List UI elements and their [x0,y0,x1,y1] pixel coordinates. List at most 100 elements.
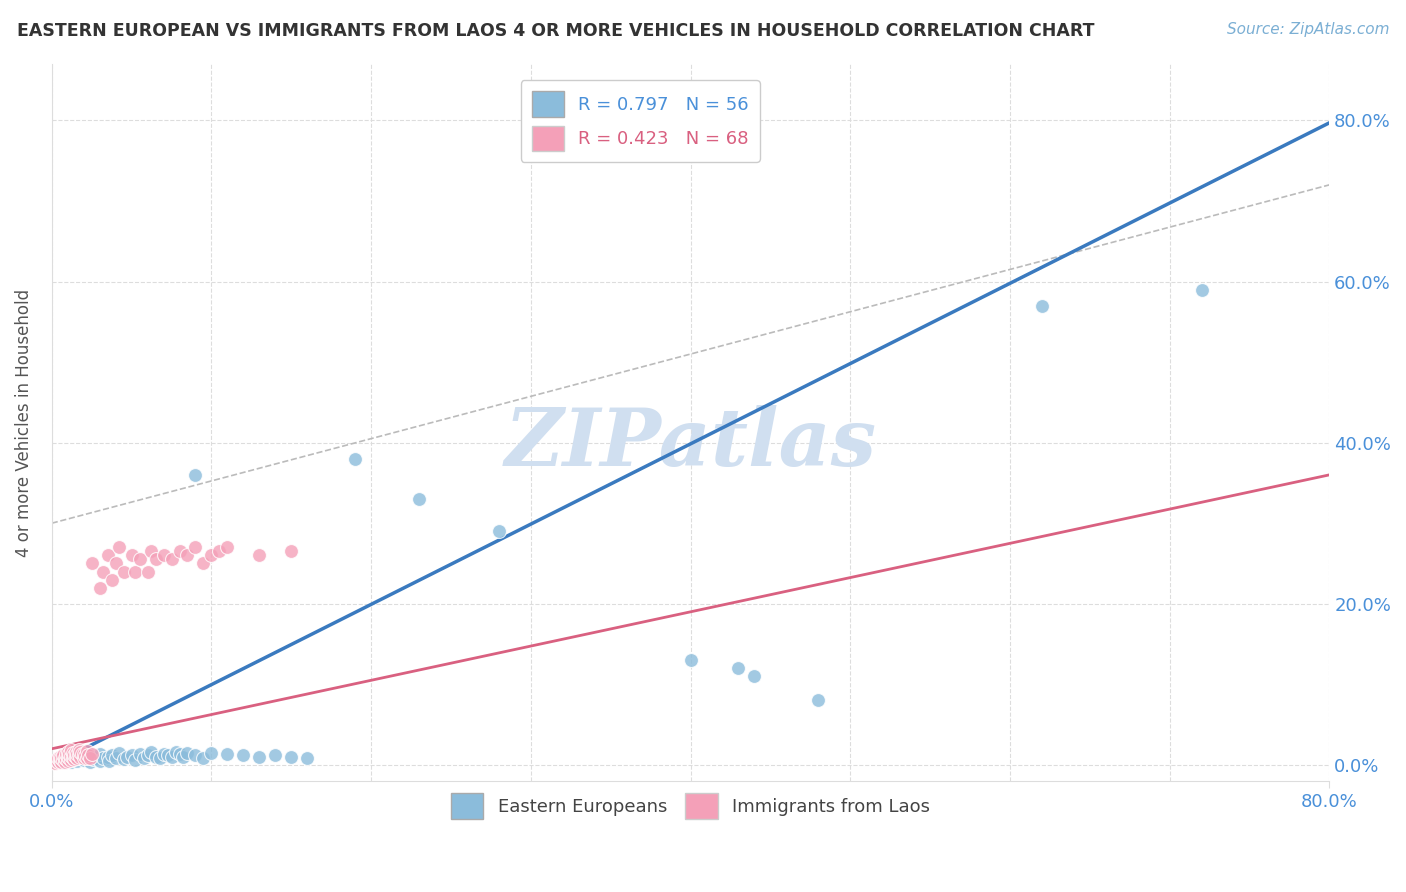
Point [51,756,73,770]
Point [344,451,367,466]
Point [744,669,766,683]
Point [408,491,430,506]
Point [53,756,76,770]
Point [217,541,239,555]
Point [232,748,254,763]
Point [145,552,167,566]
Point [79,751,101,765]
Point [208,544,231,558]
Point [80,748,103,763]
Point [89,747,111,761]
Point [52,748,75,763]
Point [160,552,183,566]
Point [98,754,121,768]
Point [82,752,104,766]
Point [52,753,75,767]
Point [69,749,91,764]
Point [217,747,239,762]
Point [66,747,89,761]
Point [152,549,174,563]
Point [157,748,180,763]
Point [101,573,124,587]
Point [91,565,114,579]
Point [149,751,172,765]
Point [1031,299,1053,313]
Point [101,748,124,763]
Point [48,754,70,768]
Point [69,751,91,765]
Point [115,749,138,764]
Point [46,751,69,765]
Point [184,748,207,763]
Point [55,752,77,766]
Point [45,754,67,768]
Point [76,749,98,764]
Y-axis label: 4 or more Vehicles in Household: 4 or more Vehicles in Household [15,288,32,557]
Point [58,747,80,762]
Point [124,753,146,767]
Point [108,746,131,760]
Point [112,752,135,766]
Point [200,549,222,563]
Point [488,524,510,539]
Point [56,749,79,764]
Point [80,557,103,571]
Point [172,749,194,764]
Point [104,557,127,571]
Point [79,755,101,769]
Point [176,549,198,563]
Point [152,747,174,761]
Point [53,755,76,769]
Point [200,746,222,760]
Point [59,743,82,757]
Point [80,747,103,762]
Legend: Eastern Europeans, Immigrants from Laos: Eastern Europeans, Immigrants from Laos [444,786,938,826]
Point [124,565,146,579]
Point [91,751,114,765]
Point [139,544,162,558]
Point [56,745,79,759]
Point [169,747,191,761]
Point [165,745,187,759]
Point [121,748,143,763]
Point [66,751,89,765]
Point [46,756,69,770]
Point [134,750,156,764]
Point [76,744,98,758]
Point [73,751,96,765]
Point [86,750,108,764]
Point [176,746,198,760]
Point [59,749,82,764]
Point [97,549,120,563]
Point [679,653,702,667]
Point [62,750,84,764]
Point [75,749,97,764]
Point [58,751,80,765]
Text: EASTERN EUROPEAN VS IMMIGRANTS FROM LAOS 4 OR MORE VEHICLES IN HOUSEHOLD CORRELA: EASTERN EUROPEAN VS IMMIGRANTS FROM LAOS… [17,22,1094,40]
Text: Source: ZipAtlas.com: Source: ZipAtlas.com [1226,22,1389,37]
Point [76,750,98,764]
Point [65,745,87,759]
Point [136,565,159,579]
Point [55,747,77,761]
Point [145,749,167,764]
Point [121,549,143,563]
Text: ZIPatlas: ZIPatlas [505,405,876,483]
Point [70,747,93,762]
Point [59,755,82,769]
Point [97,749,120,764]
Point [51,751,73,765]
Point [44,756,66,771]
Point [136,748,159,763]
Point [63,752,86,766]
Point [108,541,131,555]
Point [65,749,87,764]
Point [73,747,96,761]
Point [67,743,90,757]
Point [128,552,150,566]
Point [53,750,76,764]
Point [1191,283,1213,297]
Point [139,745,162,759]
Point [297,751,319,765]
Point [112,565,135,579]
